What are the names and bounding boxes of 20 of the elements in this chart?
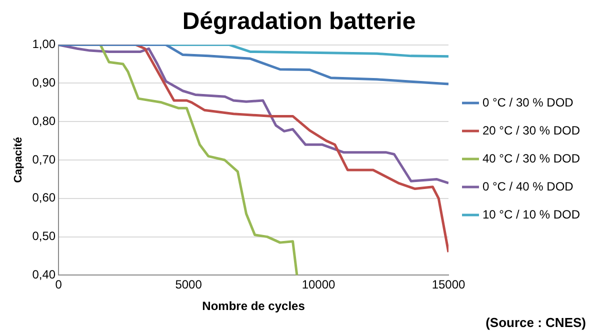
legend-label: 0 °C / 40 % DOD — [482, 179, 574, 194]
x-tick-label: 0 — [55, 278, 62, 292]
legend-label: 10 °C / 10 % DOD — [482, 207, 580, 222]
x-axis-title: Nombre de cycles — [202, 299, 306, 314]
y-axis-title: Capacité — [12, 137, 25, 183]
legend-label: 0 °C / 30 % DOD — [482, 95, 574, 110]
y-tick-label: 0,60 — [32, 190, 56, 205]
legend-label: 40 °C / 30 % DOD — [482, 151, 580, 166]
x-tick-label: 5000 — [175, 278, 202, 292]
y-tick-label: 0,70 — [32, 152, 56, 166]
chart-title: Dégradation batterie — [182, 8, 416, 36]
y-tick-label: 0,80 — [32, 114, 56, 128]
y-tick-label: 0,90 — [32, 76, 56, 90]
x-tick-label: 15000 — [432, 278, 466, 292]
y-tick-label: 0,50 — [32, 229, 56, 244]
x-tick-label: 10000 — [302, 278, 336, 292]
y-tick-label: 1,00 — [32, 37, 56, 52]
text: (Source : CNES) — [486, 315, 586, 330]
y-tick-label: 0,40 — [32, 268, 56, 282]
legend-label: 20 °C / 30 % DOD — [482, 123, 580, 138]
